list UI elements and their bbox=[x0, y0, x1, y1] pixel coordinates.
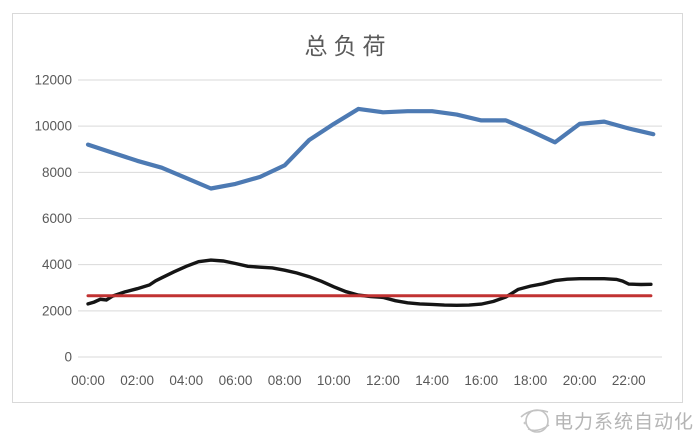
y-axis-tick-label: 12000 bbox=[34, 73, 72, 88]
watermark-logo-icon bbox=[520, 409, 550, 433]
x-axis-tick-label: 06:00 bbox=[219, 373, 253, 388]
series-blue-load-curve bbox=[85, 106, 656, 191]
x-axis-tick-label: 02:00 bbox=[120, 373, 154, 388]
y-axis-tick-label: 6000 bbox=[42, 211, 72, 226]
chart-border bbox=[12, 13, 683, 403]
watermark-text: 电力系统自动化 bbox=[554, 411, 695, 433]
x-axis-tick-label: 10:00 bbox=[317, 373, 351, 388]
x-axis-tick-label: 18:00 bbox=[514, 373, 548, 388]
x-axis-tick-label: 08:00 bbox=[268, 373, 302, 388]
x-axis-tick-label: 16:00 bbox=[464, 373, 498, 388]
y-axis-tick-label: 4000 bbox=[42, 257, 72, 272]
x-axis-tick-label: 20:00 bbox=[563, 373, 597, 388]
y-axis-tick-label: 10000 bbox=[34, 119, 72, 134]
y-axis-tick-label: 8000 bbox=[42, 165, 72, 180]
x-axis-tick-label: 14:00 bbox=[415, 373, 449, 388]
x-axis-tick-label: 22:00 bbox=[612, 373, 646, 388]
y-axis-tick-label: 0 bbox=[64, 350, 72, 365]
watermark: 电力系统自动化 bbox=[518, 403, 694, 437]
x-axis-tick-label: 04:00 bbox=[169, 373, 203, 388]
chart-title: 总负荷 bbox=[304, 34, 392, 59]
x-axis-tick-label: 12:00 bbox=[366, 373, 400, 388]
y-axis-tick-label: 2000 bbox=[42, 303, 72, 318]
x-axis-tick-label: 00:00 bbox=[71, 373, 105, 388]
series-black-curve bbox=[86, 258, 653, 308]
